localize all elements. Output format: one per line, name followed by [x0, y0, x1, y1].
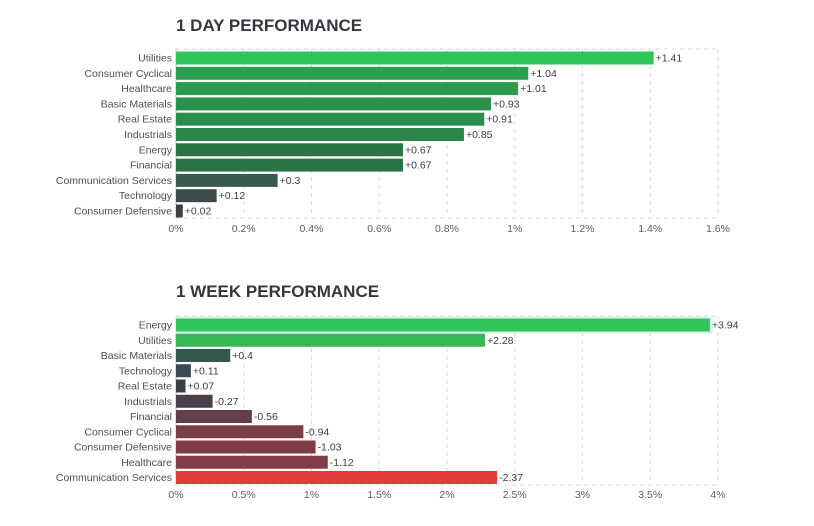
- x-tick-label: 1.2%: [571, 223, 595, 235]
- value-label: +3.94: [712, 320, 739, 332]
- bar[interactable]: [176, 158, 403, 172]
- category-label: Consumer Cyclical: [84, 68, 172, 80]
- bar[interactable]: [176, 379, 186, 393]
- bar[interactable]: [176, 318, 710, 332]
- bar[interactable]: [176, 410, 252, 423]
- category-label: Real Estate: [118, 381, 172, 393]
- value-label: +0.12: [219, 190, 246, 202]
- x-tick-label: 0.2%: [232, 223, 256, 235]
- bar[interactable]: [176, 66, 529, 80]
- x-tick-label: 0.4%: [300, 223, 324, 235]
- value-label: +0.85: [466, 129, 493, 141]
- category-label: Communication Services: [56, 175, 172, 187]
- value-label: -1.12: [330, 457, 354, 469]
- category-label: Financial: [130, 160, 172, 172]
- bar[interactable]: [176, 82, 519, 96]
- x-tick-label: 4%: [710, 489, 725, 501]
- value-label: -2.37: [499, 472, 523, 484]
- value-label: +1.01: [520, 83, 547, 95]
- bar[interactable]: [176, 143, 403, 157]
- value-label: +0.67: [405, 160, 432, 172]
- category-label: Communication Services: [56, 472, 172, 484]
- x-tick-label: 0%: [168, 223, 183, 235]
- bar[interactable]: [176, 51, 654, 65]
- x-tick-label: 0.5%: [232, 489, 256, 501]
- bar[interactable]: [176, 112, 485, 126]
- value-label: -0.94: [305, 426, 329, 438]
- category-label: Technology: [119, 190, 173, 202]
- bar[interactable]: [176, 440, 316, 454]
- value-label: +0.3: [280, 175, 301, 187]
- value-label: +0.67: [405, 144, 432, 156]
- category-label: Utilities: [138, 53, 172, 65]
- x-tick-label: 0.6%: [367, 223, 391, 235]
- chart-title: 1 DAY PERFORMANCE: [176, 16, 362, 35]
- value-label: +1.41: [656, 53, 683, 65]
- category-label: Healthcare: [121, 457, 172, 469]
- bar[interactable]: [176, 97, 492, 111]
- category-label: Consumer Defensive: [74, 442, 172, 454]
- bar[interactable]: [176, 189, 217, 203]
- category-label: Real Estate: [118, 114, 172, 126]
- bar[interactable]: [176, 425, 304, 439]
- category-label: Industrials: [124, 129, 172, 141]
- value-label: -1.03: [318, 442, 342, 454]
- x-tick-label: 3%: [575, 489, 590, 501]
- bar[interactable]: [176, 204, 183, 218]
- chart-1: 1 DAY PERFORMANCE 0% 0.2% 0.4% 0.6% 0.8% 1% 1.2…: [56, 16, 730, 235]
- x-tick-label: 0%: [168, 489, 183, 501]
- x-tick-label: 1.4%: [638, 223, 662, 235]
- category-label: Energy: [139, 320, 173, 332]
- x-tick-label: 1%: [507, 223, 522, 235]
- value-label: +0.93: [493, 98, 520, 110]
- value-label: +0.11: [193, 365, 219, 377]
- bar[interactable]: [176, 455, 328, 469]
- category-label: Basic Materials: [101, 350, 172, 362]
- category-label: Utilities: [138, 335, 172, 347]
- category-label: Consumer Cyclical: [84, 426, 172, 438]
- value-label: -0.56: [254, 411, 278, 423]
- bar[interactable]: [176, 173, 278, 187]
- value-label: +0.02: [185, 206, 212, 218]
- x-tick-label: 3.5%: [638, 489, 662, 501]
- category-label: Technology: [119, 365, 173, 377]
- x-tick-label: 2.5%: [503, 489, 527, 501]
- value-label: +0.91: [486, 114, 513, 126]
- value-label: +1.04: [530, 68, 557, 80]
- chart-2: 1 WEEK PERFORMANCE 0% 0.5% 1% 1.5% 2% 2.5% 3% 3.…: [56, 282, 739, 501]
- x-tick-label: 0.8%: [435, 223, 459, 235]
- category-label: Financial: [130, 411, 172, 423]
- bar[interactable]: [176, 128, 464, 141]
- x-tick-label: 1%: [304, 489, 319, 501]
- value-label: -0.27: [215, 396, 239, 408]
- x-tick-label: 1.5%: [367, 489, 391, 501]
- category-label: Industrials: [124, 396, 172, 408]
- category-label: Healthcare: [121, 83, 172, 95]
- category-label: Basic Materials: [101, 98, 172, 110]
- category-label: Consumer Defensive: [74, 206, 172, 218]
- bar[interactable]: [176, 333, 485, 347]
- bar[interactable]: [176, 471, 498, 484]
- x-tick-label: 2%: [439, 489, 454, 501]
- bar[interactable]: [176, 394, 213, 408]
- value-label: +2.28: [487, 335, 514, 347]
- value-label: +0.4: [232, 350, 253, 362]
- bar[interactable]: [176, 349, 231, 362]
- bar[interactable]: [176, 364, 191, 378]
- category-label: Energy: [139, 144, 173, 156]
- chart-title: 1 WEEK PERFORMANCE: [176, 282, 379, 301]
- x-tick-label: 1.6%: [706, 223, 730, 235]
- value-label: +0.07: [187, 381, 214, 393]
